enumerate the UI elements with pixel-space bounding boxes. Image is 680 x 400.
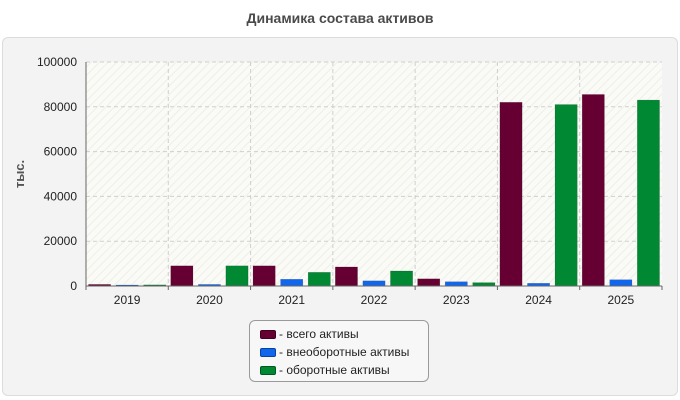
bar [609, 279, 633, 287]
legend-item-current: - оборотные активы [260, 361, 428, 379]
bars [88, 94, 660, 287]
legend-swatch-current [260, 365, 276, 375]
bar [472, 282, 496, 287]
bar [335, 266, 358, 287]
bar [225, 265, 249, 287]
y-tick-label: 60000 [44, 145, 78, 159]
bar [280, 279, 304, 287]
bar [390, 270, 413, 287]
x-tick-label: 2024 [525, 293, 552, 307]
y-tick-label: 20000 [44, 234, 78, 248]
chart-title: Динамика состава активов [246, 10, 434, 26]
legend: - всего активы - внеоборотные активы - о… [249, 320, 429, 382]
legend-label-noncurrent: - внеоборотные активы [279, 345, 410, 359]
x-tick-label: 2019 [114, 293, 141, 307]
y-tick-label: 100000 [37, 55, 77, 69]
bar [417, 278, 441, 287]
bar [170, 265, 194, 287]
y-tick-label: 0 [70, 279, 77, 293]
bar [252, 265, 276, 287]
tick-labels: 0 20000 40000 60000 80000 100000 2019 2020 2021 2… [37, 55, 635, 307]
bar [581, 94, 605, 287]
x-tick-label: 2021 [278, 293, 305, 307]
y-axis-label: тыс. [12, 160, 27, 188]
bar [362, 280, 386, 287]
y-tick-label: 80000 [44, 100, 78, 114]
legend-item-total: - всего активы [260, 325, 428, 343]
bar [307, 272, 331, 287]
bar [554, 104, 578, 287]
bar [637, 99, 660, 287]
x-tick-label: 2020 [196, 293, 223, 307]
legend-item-noncurrent: - внеоборотные активы [260, 343, 428, 361]
bar [444, 281, 468, 287]
x-tick-label: 2023 [443, 293, 470, 307]
axes [85, 62, 663, 290]
legend-swatch-noncurrent [260, 347, 276, 357]
x-tick-label: 2025 [608, 293, 635, 307]
x-tick-label: 2022 [361, 293, 388, 307]
legend-swatch-total [260, 329, 276, 339]
legend-label-total: - всего активы [279, 327, 359, 341]
bar [499, 102, 523, 287]
legend-label-current: - оборотные активы [279, 363, 390, 377]
y-tick-label: 40000 [44, 189, 78, 203]
